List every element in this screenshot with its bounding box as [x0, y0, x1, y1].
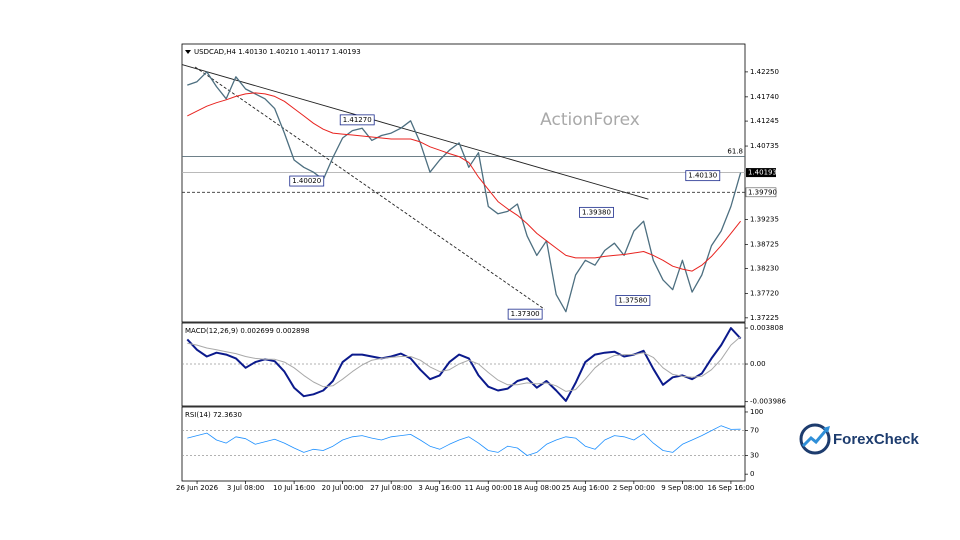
logo-arrowhead	[823, 426, 830, 433]
y-tick-label: 0.00	[750, 360, 766, 368]
y-tick-label: -0.003986	[750, 398, 786, 406]
current-price-box	[746, 168, 776, 178]
x-tick-label: 3 Aug 16:00	[418, 484, 461, 492]
panel-title: USDCAD,H4 1.40130 1.40210 1.40117 1.4019…	[194, 48, 361, 56]
panel-title: MACD(12,26,9) 0.002699 0.002898	[185, 327, 309, 335]
x-tick-label: 27 Jul 08:00	[370, 484, 412, 492]
logo-ring	[799, 423, 831, 455]
y-tick-label: 1.38230	[750, 265, 779, 273]
price-annotation-box	[289, 175, 325, 187]
brand-name: ForexCheck	[833, 431, 920, 448]
x-tick-label: 9 Sep 08:00	[661, 484, 703, 492]
price-annotation: 1.41270	[343, 116, 372, 124]
price-annotation-box	[615, 295, 651, 306]
x-tick-label: 20 Jul 00:00	[322, 484, 364, 492]
x-tick-label: 16 Sep 16:00	[708, 484, 755, 492]
y-tick-label: 1.41245	[750, 117, 779, 125]
y-tick-label: 1.42250	[750, 68, 779, 76]
price-annotation-box	[579, 206, 614, 218]
panel-frame	[181, 406, 746, 482]
y-tick-label: 0.003808	[750, 324, 783, 332]
price-annotation: 1.40020	[292, 177, 321, 185]
logo-arrow	[801, 428, 829, 448]
price-annotation: 1.37300	[511, 310, 540, 318]
trendline	[194, 66, 545, 310]
price-annotation-box	[339, 114, 375, 126]
panel-title: RSI(14) 72.3630	[185, 411, 242, 419]
y-tick-label: 1.37225	[750, 314, 779, 322]
y-tick-label: 1.41740	[750, 93, 779, 101]
series-line	[186, 327, 742, 402]
fib-label: 61.8	[727, 148, 743, 156]
series-line	[187, 425, 741, 456]
series-line	[187, 92, 741, 272]
y-tick-label: 100	[750, 408, 763, 416]
y-tick-label: 1.39235	[750, 215, 779, 223]
y-tick-label: 1.37720	[750, 290, 779, 298]
price-annotation-box	[507, 308, 543, 320]
title-arrow	[185, 50, 191, 54]
x-tick-label: 3 Jul 08:00	[227, 484, 265, 492]
y-tick-label: 1.38725	[750, 240, 779, 248]
price-annotation: 1.40130	[688, 172, 717, 180]
x-tick-label: 25 Aug 16:00	[562, 484, 609, 492]
series-line	[187, 71, 742, 313]
price-annotation-box	[685, 170, 721, 182]
watermark: ActionForex	[540, 110, 640, 130]
series-line	[187, 336, 741, 392]
panel-frame	[181, 43, 746, 323]
support-label-box	[745, 187, 777, 198]
brand-logo: ForexCheck	[799, 423, 920, 455]
y-tick-label: 1.40735	[750, 142, 779, 150]
x-tick-label: 11 Aug 00:00	[465, 484, 512, 492]
x-tick-label: 26 Jun 2026	[176, 484, 219, 492]
price-annotation: 1.37580	[618, 296, 647, 304]
x-tick-label: 18 Aug 08:00	[513, 484, 560, 492]
y-tick-label: 30	[750, 452, 759, 460]
x-tick-label: 10 Jul 16:00	[273, 484, 315, 492]
y-tick-label: 0	[750, 470, 754, 478]
y-tick-label: 70	[750, 427, 759, 435]
panel-frame	[181, 322, 746, 407]
current-price-label: 1.40193	[748, 169, 777, 177]
support-label: 1.39790	[748, 188, 777, 196]
price-annotation: 1.39380	[582, 208, 611, 216]
x-tick-label: 2 Sep 00:00	[613, 484, 655, 492]
